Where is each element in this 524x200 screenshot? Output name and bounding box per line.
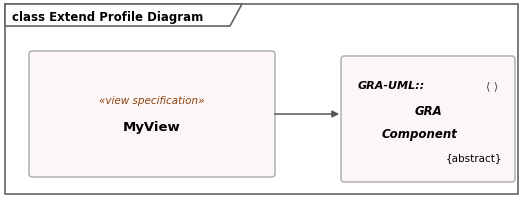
Text: {abstract}: {abstract} bbox=[445, 153, 502, 163]
Text: class Extend Profile Diagram: class Extend Profile Diagram bbox=[12, 10, 203, 23]
Text: «view specification»: «view specification» bbox=[99, 95, 205, 105]
FancyBboxPatch shape bbox=[341, 57, 515, 182]
Text: Component: Component bbox=[382, 127, 458, 140]
Text: GRA-UML::: GRA-UML:: bbox=[358, 81, 425, 91]
Text: ⟨ ⟩: ⟨ ⟩ bbox=[486, 81, 498, 91]
Text: MyView: MyView bbox=[123, 120, 181, 133]
Polygon shape bbox=[5, 5, 242, 27]
Text: GRA: GRA bbox=[414, 105, 442, 118]
FancyBboxPatch shape bbox=[29, 52, 275, 177]
